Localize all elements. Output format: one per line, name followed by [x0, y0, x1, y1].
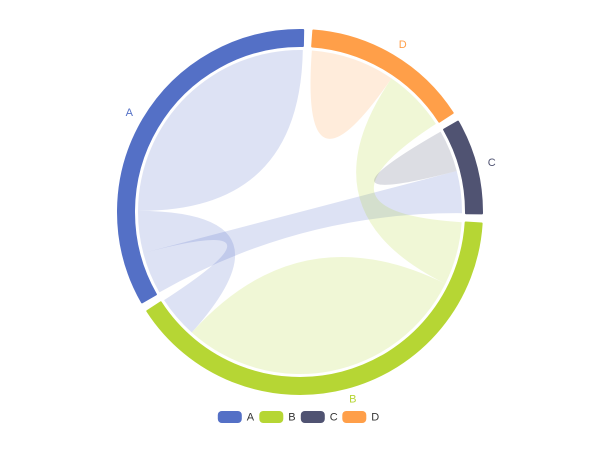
legend-label-c: C	[330, 411, 338, 423]
chord-ribbon-a-c[interactable]	[143, 170, 463, 293]
chord-ribbon-a-a[interactable]	[138, 49, 303, 211]
legend-item-a[interactable]: A	[217, 411, 255, 423]
ribbons-layer	[137, 49, 463, 374]
group-label-d: D	[399, 39, 407, 51]
legend-swatch-c	[300, 411, 325, 423]
group-label-a: A	[126, 107, 134, 119]
legend-label-a: A	[247, 411, 255, 423]
chord-ribbon-b-d[interactable]	[356, 78, 462, 284]
group-label-c: C	[488, 157, 496, 169]
labels-layer: A B C D	[126, 39, 496, 406]
legend-label-d: D	[371, 411, 379, 423]
legend-swatch-a	[217, 411, 242, 423]
arcs-layer	[117, 29, 483, 395]
group-arc-b[interactable]	[146, 221, 483, 395]
group-arc-a[interactable]	[117, 29, 305, 304]
chord-ribbon-c-c[interactable]	[374, 131, 457, 185]
legend-swatch-b	[259, 411, 284, 423]
chord-ribbon-a-b[interactable]	[137, 210, 236, 333]
legend-label-b: B	[288, 411, 295, 423]
legend-swatch-d	[342, 411, 367, 423]
legend-item-b[interactable]: B	[259, 411, 296, 423]
chord-ribbon-d-d[interactable]	[310, 50, 392, 139]
legend-item-c[interactable]: C	[300, 411, 338, 423]
group-label-b: B	[349, 394, 356, 406]
legend[interactable]: A B C D	[217, 411, 379, 423]
group-arc-c[interactable]	[443, 120, 483, 215]
group-arc-d[interactable]	[311, 29, 454, 123]
chord-ribbon-b-b[interactable]	[191, 256, 446, 374]
legend-item-d[interactable]: D	[342, 411, 379, 423]
